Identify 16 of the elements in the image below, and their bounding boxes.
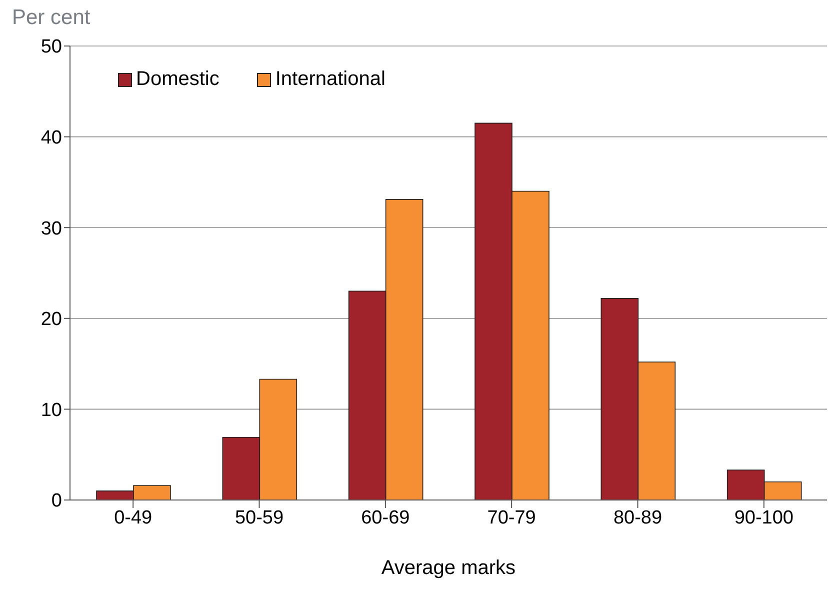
x-tick-label: 0-49 (114, 507, 152, 528)
y-tick-label: 40 (40, 128, 62, 149)
y-tick-label: 30 (40, 218, 62, 240)
x-tick-label: 80-89 (613, 507, 662, 528)
x-axis-title: Average marks (381, 557, 516, 579)
legend-label: Domestic (136, 68, 220, 91)
y-tick-label: 10 (40, 400, 62, 421)
y-axis-title: Per cent (12, 6, 90, 30)
legend-label: International (275, 68, 386, 91)
x-tick-label: 60-69 (361, 507, 410, 528)
x-tick-label: 50-59 (234, 507, 284, 528)
y-tick-label: 0 (51, 490, 62, 512)
y-tick-label: 20 (40, 309, 62, 330)
x-tick-label: 90-100 (734, 507, 794, 528)
x-tick-label: 70-79 (487, 507, 536, 528)
y-tick-label: 50 (40, 36, 62, 58)
